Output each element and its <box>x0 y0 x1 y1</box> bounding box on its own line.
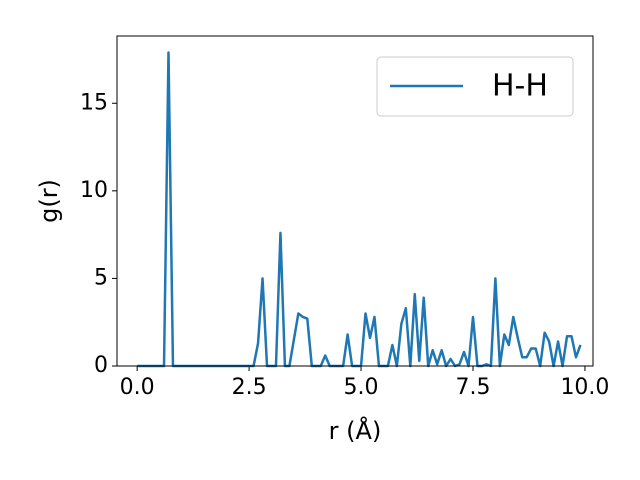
legend-label: H-H <box>492 69 548 104</box>
x-tick-label: 2.5 <box>232 375 267 400</box>
y-tick-label: 5 <box>94 265 108 290</box>
x-axis-label: r (Å) <box>329 416 382 445</box>
plot-frame <box>116 35 594 367</box>
y-tick-label: 10 <box>80 178 108 203</box>
x-tick-label: 5.0 <box>344 375 379 400</box>
x-tick-label: 7.5 <box>455 375 490 400</box>
y-tick-label: 0 <box>94 353 108 378</box>
y-tick-label: 15 <box>80 90 108 115</box>
y-axis-label: g(r) <box>35 179 63 223</box>
x-tick-label: 0.0 <box>120 375 155 400</box>
legend-box <box>376 56 574 117</box>
x-tick-label: 10.0 <box>560 375 609 400</box>
